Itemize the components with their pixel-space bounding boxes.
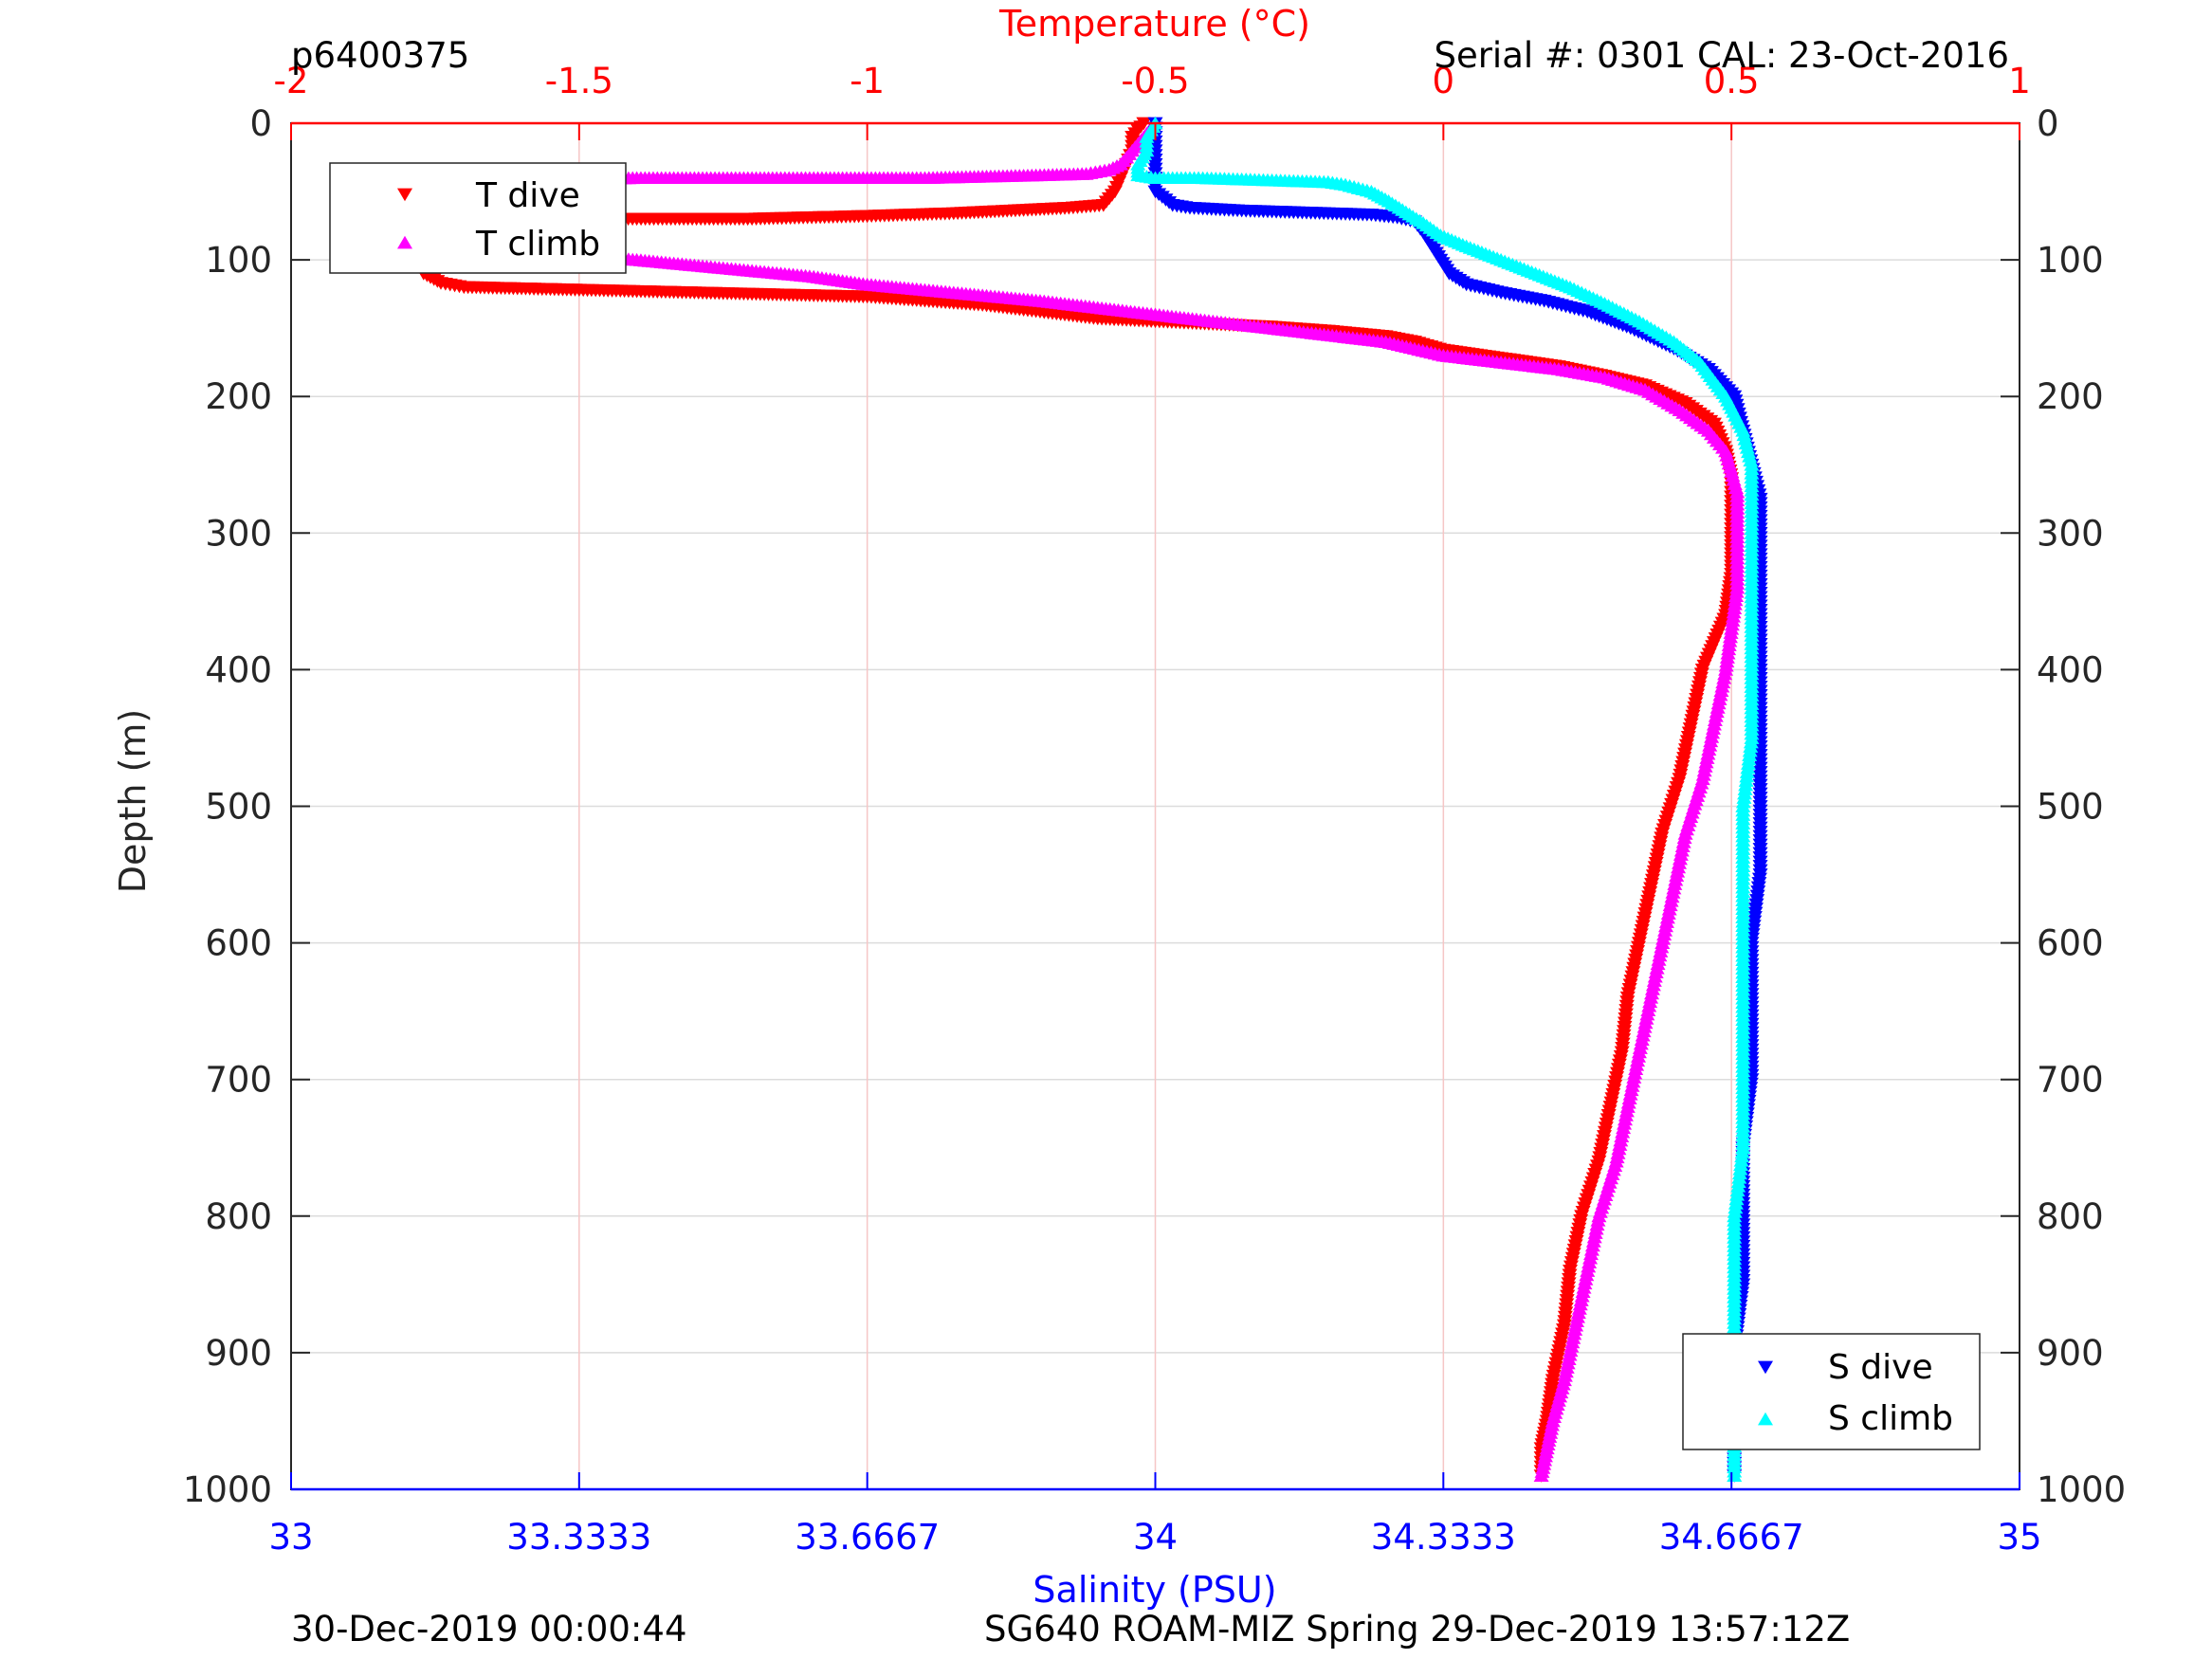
salinity-tick-label: 33.3333	[506, 1517, 651, 1558]
y-tick-label-right: 800	[2037, 1196, 2104, 1237]
y-tick-label-left: 0	[249, 103, 272, 144]
temperature-tick-label: -0.5	[1121, 61, 1189, 101]
temperature-tick-label: 0	[1433, 61, 1455, 101]
temperature-tick-label: 0.5	[1704, 61, 1760, 101]
footer-timestamp: 30-Dec-2019 00:00:44	[291, 1609, 686, 1650]
temperature-tick-label: -1	[850, 61, 885, 101]
salinity-tick-label: 34.3333	[1371, 1517, 1516, 1558]
legend-label-s-climb: S climb	[1828, 1399, 1953, 1438]
salinity-tick-label: 33.6667	[795, 1517, 940, 1558]
y-tick-label-right: 400	[2037, 649, 2104, 690]
series-s-climb	[1130, 116, 1760, 1482]
y-tick-label-right: 0	[2037, 103, 2059, 144]
salinity-tick-label: 34.6667	[1659, 1517, 1804, 1558]
y-tick-label-right: 100	[2037, 240, 2104, 281]
temperature-tick-label: -2	[274, 61, 309, 101]
y-tick-label-left: 800	[205, 1196, 272, 1237]
series-t-climb	[404, 116, 1746, 1482]
y-tick-label-right: 500	[2037, 787, 2104, 828]
legend-label-t-dive: T dive	[475, 176, 580, 215]
y-tick-label-right: 1000	[2037, 1469, 2126, 1510]
legend-marker-t-dive	[397, 188, 412, 202]
y-tick-label-left: 600	[205, 923, 272, 964]
serial-cal-label: Serial #: 0301 CAL: 23-Oct-2016	[1434, 35, 2009, 76]
y-tick-label-right: 300	[2037, 513, 2104, 554]
y-tick-label-left: 900	[205, 1333, 272, 1374]
y-tick-label-left: 500	[205, 787, 272, 828]
salinity-axis-title: Salinity (PSU)	[1033, 1569, 1276, 1611]
salinity-tick-label: 33	[268, 1517, 313, 1558]
temperature-tick-label: 1	[2008, 61, 2031, 101]
legend-label-s-dive: S dive	[1828, 1348, 1933, 1387]
y-tick-label-left: 200	[205, 376, 272, 417]
y-tick-label-left: 700	[205, 1060, 272, 1101]
legend-temperature: T dive T climb	[329, 162, 627, 274]
legend-marker-t-climb	[397, 235, 412, 249]
y-tick-label-right: 900	[2037, 1333, 2104, 1374]
legend-label-t-climb: T climb	[475, 225, 600, 264]
y-tick-label-left: 100	[205, 240, 272, 281]
temperature-axis-title: Temperature (°C)	[998, 3, 1310, 45]
legend-marker-s-climb	[1758, 1412, 1773, 1426]
y-tick-label-right: 600	[2037, 923, 2104, 964]
y-tick-label-right: 200	[2037, 376, 2104, 417]
salinity-tick-label: 35	[1997, 1517, 2041, 1558]
depth-axis-title: Depth (m)	[112, 709, 154, 894]
legend-marker-s-dive	[1758, 1360, 1773, 1375]
profile-id-label: p6400375	[291, 35, 469, 76]
y-tick-label-left: 400	[205, 649, 272, 690]
y-tick-label-right: 700	[2037, 1060, 2104, 1101]
y-tick-label-left: 1000	[183, 1469, 272, 1510]
data-point	[1533, 1468, 1549, 1482]
legend-salinity: S dive S climb	[1682, 1333, 1981, 1450]
salinity-tick-label: 34	[1133, 1517, 1178, 1558]
footer-mission-label: SG640 ROAM-MIZ Spring 29-Dec-2019 13:57:…	[984, 1609, 1850, 1650]
temperature-tick-label: -1.5	[545, 61, 613, 101]
y-tick-label-left: 300	[205, 513, 272, 554]
axis-ticks: 0 0 100 100 200 200 300 300 400 400 500 500 600 600 70…	[183, 61, 2126, 1558]
